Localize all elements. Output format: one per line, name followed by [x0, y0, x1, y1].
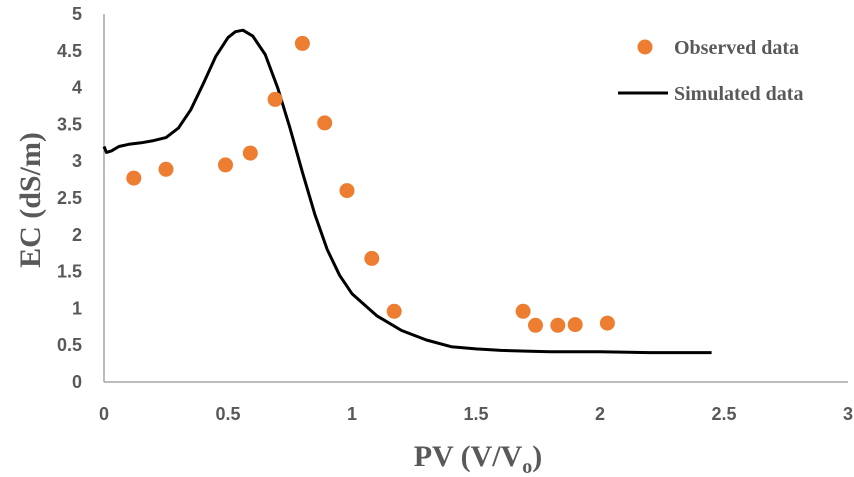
observed-data-point — [218, 157, 233, 173]
y-tick-label: 5 — [72, 4, 82, 24]
x-axis-title-subscript: o — [522, 456, 532, 477]
observed-data-point — [126, 170, 142, 186]
y-tick-label: 4 — [72, 78, 82, 98]
observed-data-point — [599, 315, 615, 331]
legend-marker-observed — [637, 39, 653, 55]
y-tick-label: 2.5 — [57, 188, 82, 208]
y-tick-label: 0 — [72, 372, 82, 392]
x-tick-label: 0.5 — [215, 404, 240, 424]
x-tick-label: 1.5 — [463, 404, 488, 424]
observed-data-point — [386, 303, 402, 319]
y-axis-title: EC (dS/m) — [14, 132, 47, 268]
simulated-data-line — [102, 28, 712, 355]
x-axis-title: PV (V/Vo) — [414, 440, 543, 477]
y-tick-label: 1 — [72, 298, 82, 318]
observed-data-point — [294, 35, 310, 51]
x-tick-label: 3 — [843, 404, 853, 424]
series — [102, 28, 712, 355]
x-axis-title-close: ) — [532, 440, 542, 473]
x-tick-label: 1 — [347, 404, 357, 424]
x-tick-label: 2 — [595, 404, 605, 424]
observed-data-point — [267, 91, 283, 107]
observed-data-point — [528, 317, 543, 333]
y-tick-label: 4.5 — [57, 41, 82, 61]
legend: Observed data Simulated data — [618, 37, 803, 105]
observed-data-point — [158, 161, 174, 177]
observed-data-point — [364, 250, 380, 266]
y-tick-label: 2 — [72, 225, 82, 245]
observed-data-point — [550, 317, 566, 333]
y-tick-label: 3 — [72, 151, 82, 171]
axes — [103, 14, 848, 383]
observed-data-point — [317, 115, 333, 131]
tick-labels: 0 0.5 1 1.5 2 2.5 3 3.5 4 4.5 5 0 0.5 1 1.5 2 2.5 3 — [57, 4, 853, 424]
x-tick-label: 2.5 — [711, 404, 736, 424]
y-tick-label: 3.5 — [57, 114, 82, 134]
y-tick-label: 0.5 — [57, 335, 82, 355]
observed-data-point — [515, 303, 531, 319]
legend-label-simulated: Simulated data — [674, 83, 803, 105]
observed-data-point — [242, 145, 258, 161]
observed-data-point — [567, 317, 583, 333]
legend-label-observed: Observed data — [674, 37, 799, 59]
x-axis-title-main: PV (V/V — [414, 440, 523, 473]
observed-data-point — [339, 183, 355, 199]
y-tick-label: 1.5 — [57, 262, 82, 282]
x-tick-label: 0 — [99, 404, 109, 424]
